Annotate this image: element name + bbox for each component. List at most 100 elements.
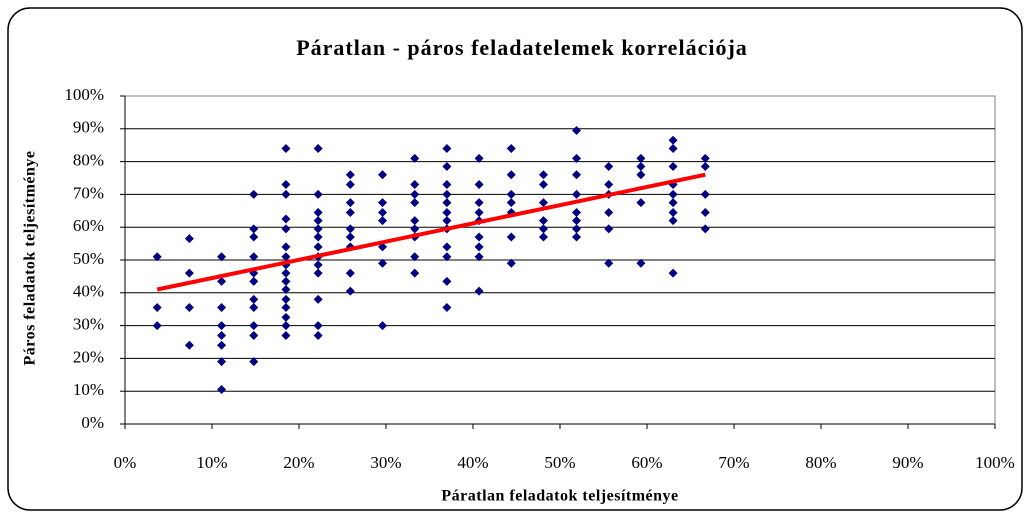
point <box>378 321 388 331</box>
y-tick-label: 80% <box>73 151 104 170</box>
point <box>442 303 452 313</box>
point <box>313 321 323 331</box>
point <box>345 198 355 208</box>
point <box>184 234 194 244</box>
point <box>538 232 548 242</box>
point <box>281 189 291 199</box>
point <box>281 180 291 190</box>
x-tick-label: 30% <box>370 453 401 472</box>
y-tick-label: 20% <box>73 347 104 366</box>
point <box>249 321 259 331</box>
point <box>538 216 548 226</box>
point <box>474 242 484 252</box>
point <box>474 207 484 217</box>
point <box>217 357 227 367</box>
point <box>442 276 452 286</box>
point <box>313 268 323 278</box>
point <box>313 232 323 242</box>
point <box>217 340 227 350</box>
point <box>313 143 323 153</box>
point <box>281 303 291 313</box>
y-tick-label: 10% <box>73 380 104 399</box>
point <box>604 258 614 268</box>
point <box>410 153 420 163</box>
point <box>668 207 678 217</box>
point <box>506 189 516 199</box>
point <box>410 216 420 226</box>
point <box>249 224 259 234</box>
point <box>313 330 323 340</box>
point <box>281 294 291 304</box>
point <box>604 207 614 217</box>
point <box>572 216 582 226</box>
point <box>474 198 484 208</box>
point <box>636 153 646 163</box>
point <box>249 303 259 313</box>
chart-title: Páratlan - páros feladatelemek korreláci… <box>296 35 748 60</box>
point <box>249 294 259 304</box>
point <box>636 198 646 208</box>
point <box>506 170 516 180</box>
point <box>152 252 162 262</box>
point <box>572 170 582 180</box>
point <box>313 189 323 199</box>
x-tick-label: 70% <box>718 453 749 472</box>
point <box>281 143 291 153</box>
point <box>700 153 710 163</box>
x-tick-label: 50% <box>544 453 575 472</box>
x-tick-label: 100% <box>975 453 1015 472</box>
point <box>249 232 259 242</box>
trend-line <box>156 172 706 292</box>
point <box>217 330 227 340</box>
point <box>506 143 516 153</box>
point <box>442 189 452 199</box>
point <box>572 189 582 199</box>
point <box>604 162 614 172</box>
point <box>281 252 291 262</box>
point <box>442 207 452 217</box>
point <box>313 260 323 270</box>
point <box>636 258 646 268</box>
point <box>442 143 452 153</box>
point <box>281 285 291 295</box>
point <box>313 216 323 226</box>
point <box>410 268 420 278</box>
point <box>538 198 548 208</box>
x-tick-label: 40% <box>457 453 488 472</box>
y-tick-label: 30% <box>73 315 104 334</box>
point <box>506 258 516 268</box>
point <box>506 232 516 242</box>
point <box>474 180 484 190</box>
point <box>410 198 420 208</box>
point <box>281 321 291 331</box>
x-tick-label: 20% <box>283 453 314 472</box>
x-tick-label: 80% <box>805 453 836 472</box>
x-tick-label: 60% <box>631 453 662 472</box>
point <box>410 224 420 234</box>
y-tick-label: 40% <box>73 282 104 301</box>
point <box>313 224 323 234</box>
point <box>152 303 162 313</box>
point <box>700 207 710 217</box>
y-tick-label: 90% <box>73 118 104 137</box>
point <box>442 198 452 208</box>
point <box>604 180 614 190</box>
point <box>184 268 194 278</box>
point <box>668 198 678 208</box>
point <box>700 189 710 199</box>
point <box>217 303 227 313</box>
point <box>345 224 355 234</box>
point <box>345 180 355 190</box>
point <box>281 242 291 252</box>
point <box>345 207 355 217</box>
point <box>313 294 323 304</box>
point <box>442 162 452 172</box>
point <box>217 385 227 395</box>
point <box>668 143 678 153</box>
point <box>152 321 162 331</box>
y-tick-label: 60% <box>73 216 104 235</box>
y-tick-label: 0% <box>81 413 104 432</box>
x-tick-label: 10% <box>196 453 227 472</box>
point <box>313 207 323 217</box>
